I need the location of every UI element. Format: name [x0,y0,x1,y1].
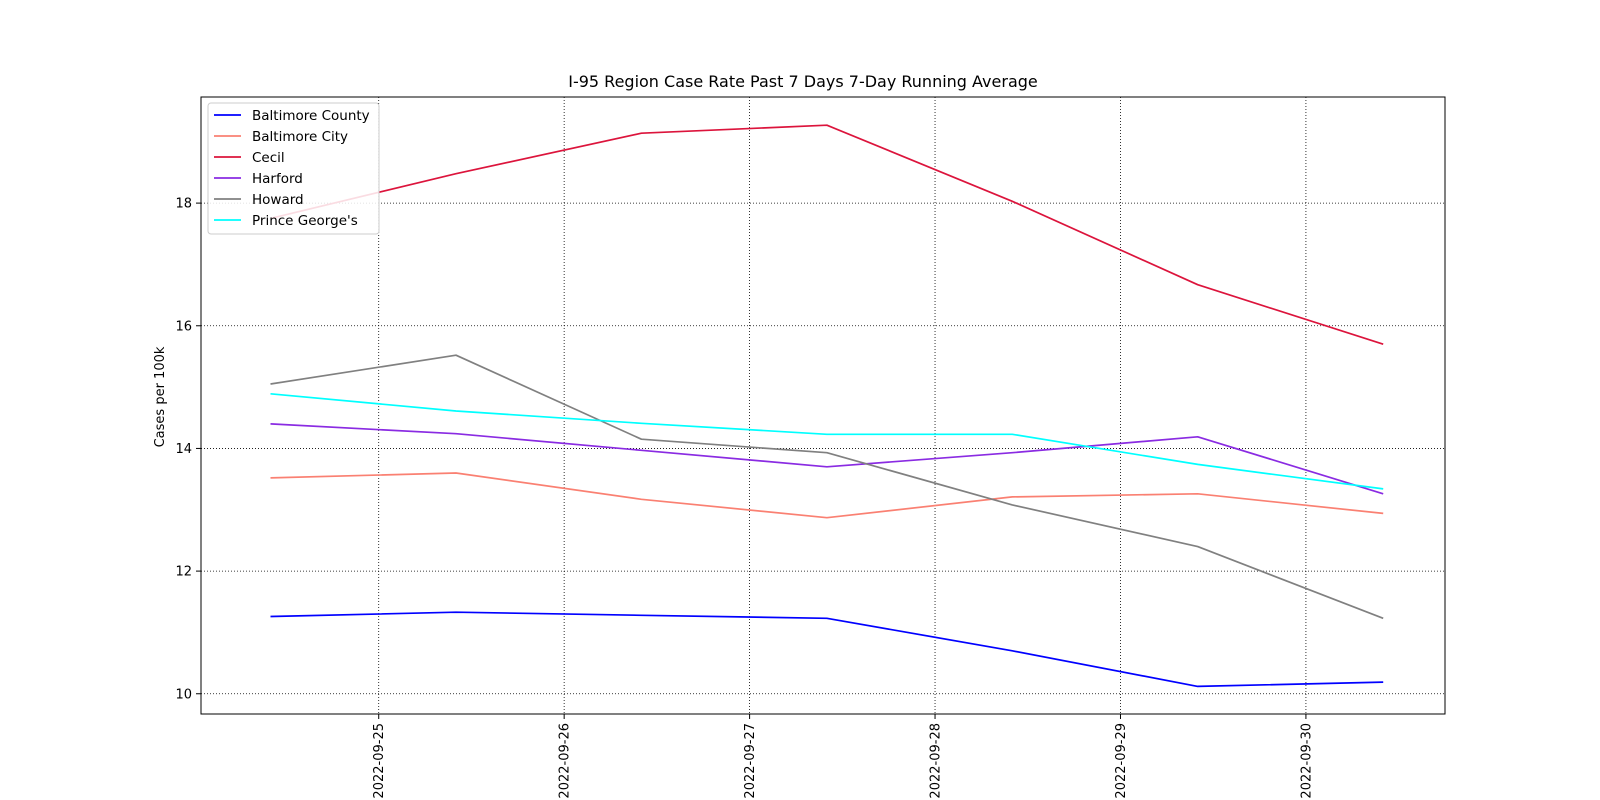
x-tick-label: 2022-09-28 [929,723,944,799]
x-tick-label: 2022-09-27 [743,723,758,799]
y-tick-label: 12 [175,565,192,580]
x-tick-label: 2022-09-25 [372,723,387,799]
series-lines [270,124,1384,688]
series-line-baltimore-county [270,611,1384,688]
series-line-baltimore-city [270,472,1384,519]
chart-title: I-95 Region Case Rate Past 7 Days 7-Day … [568,72,1038,91]
legend-label: Cecil [252,150,285,166]
y-axis-label: Cases per 100k [153,346,168,447]
series-line-howard [270,354,1384,620]
series-line-cecil [270,124,1384,346]
legend-frame [207,102,380,235]
legend-label: Harford [252,171,303,187]
x-tick-label: 2022-09-30 [1299,723,1314,799]
y-tick-label: 16 [175,319,192,334]
x-tick-label: 2022-09-26 [558,723,573,799]
legend-label: Baltimore County [252,108,370,124]
legend-label: Howard [252,192,304,208]
legend-label: Prince George's [252,213,358,229]
y-tick-label: 18 [175,197,192,212]
plot-area-frame [200,96,1446,715]
x-tick-label: 2022-09-29 [1114,723,1129,799]
gridlines [201,97,1445,714]
legend: Baltimore County Baltimore City Cecil Harfo… [207,102,380,235]
axis-ticks: 2022-09-25 2022-09-26 2022-09-27 2022-09-28… [175,197,1314,799]
legend-label: Baltimore City [252,129,348,145]
y-tick-label: 14 [175,442,192,457]
y-tick-label: 10 [175,687,192,702]
series-line-prince-george-s [270,392,1384,490]
series-line-harford [270,423,1384,495]
